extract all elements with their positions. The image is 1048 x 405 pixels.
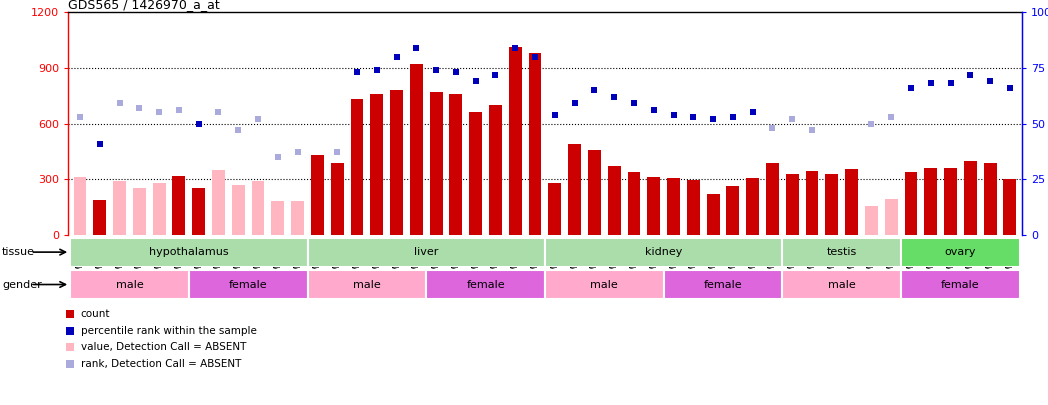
Bar <box>291 200 304 235</box>
Bar <box>865 206 878 235</box>
Bar <box>901 237 1020 267</box>
Bar <box>1004 179 1017 235</box>
Bar <box>189 270 307 299</box>
Text: male: male <box>115 279 144 290</box>
Text: female: female <box>703 279 742 290</box>
Bar <box>73 177 86 235</box>
Text: male: male <box>353 279 380 290</box>
Bar <box>746 178 759 235</box>
Bar <box>845 169 858 235</box>
Bar <box>427 270 545 299</box>
Bar <box>545 237 783 267</box>
Bar <box>984 162 997 235</box>
Bar <box>93 200 106 235</box>
Bar <box>70 237 307 267</box>
Bar <box>153 183 166 235</box>
Text: female: female <box>466 279 505 290</box>
Bar <box>410 64 422 235</box>
Text: gender: gender <box>2 279 42 290</box>
Bar <box>113 181 126 235</box>
Bar <box>307 237 545 267</box>
Bar <box>470 113 482 235</box>
Bar <box>885 199 898 235</box>
Bar <box>706 194 720 235</box>
Bar <box>370 94 384 235</box>
Bar <box>528 53 542 235</box>
Bar <box>944 168 957 235</box>
Bar <box>173 175 185 235</box>
Bar <box>904 172 917 235</box>
Bar <box>786 174 799 235</box>
Bar <box>232 185 245 235</box>
Bar <box>648 177 660 235</box>
Bar <box>663 270 783 299</box>
Bar <box>133 188 146 235</box>
Bar <box>924 168 937 235</box>
Bar <box>311 155 324 235</box>
Text: rank, Detection Call = ABSENT: rank, Detection Call = ABSENT <box>81 359 241 369</box>
Bar <box>545 270 663 299</box>
Bar <box>271 202 284 235</box>
Bar <box>192 188 205 235</box>
Bar <box>489 105 502 235</box>
Bar <box>390 90 403 235</box>
Bar <box>628 172 640 235</box>
Bar <box>588 149 601 235</box>
Text: tissue: tissue <box>2 247 35 257</box>
Bar <box>70 270 189 299</box>
Bar <box>608 166 620 235</box>
Bar <box>901 270 1020 299</box>
Text: liver: liver <box>414 247 438 257</box>
Bar <box>806 171 818 235</box>
Bar <box>252 181 264 235</box>
Bar <box>726 186 739 235</box>
Bar <box>826 174 838 235</box>
Bar <box>351 99 364 235</box>
Text: male: male <box>590 279 618 290</box>
Bar <box>331 162 344 235</box>
Bar <box>766 162 779 235</box>
Bar <box>212 170 225 235</box>
Text: female: female <box>228 279 267 290</box>
Text: male: male <box>828 279 855 290</box>
Bar <box>568 144 581 235</box>
Text: hypothalamus: hypothalamus <box>149 247 228 257</box>
Text: testis: testis <box>827 247 857 257</box>
Bar <box>450 94 462 235</box>
Bar <box>783 237 901 267</box>
Text: kidney: kidney <box>645 247 682 257</box>
Text: female: female <box>941 279 980 290</box>
Bar <box>783 270 901 299</box>
Bar <box>430 92 442 235</box>
Text: count: count <box>81 309 110 319</box>
Bar <box>668 178 680 235</box>
Bar <box>509 47 522 235</box>
Bar <box>686 180 700 235</box>
Bar <box>307 270 427 299</box>
Text: GDS565 / 1426970_a_at: GDS565 / 1426970_a_at <box>68 0 220 11</box>
Text: percentile rank within the sample: percentile rank within the sample <box>81 326 257 336</box>
Text: ovary: ovary <box>944 247 977 257</box>
Text: value, Detection Call = ABSENT: value, Detection Call = ABSENT <box>81 342 246 352</box>
Bar <box>548 183 562 235</box>
Bar <box>964 161 977 235</box>
